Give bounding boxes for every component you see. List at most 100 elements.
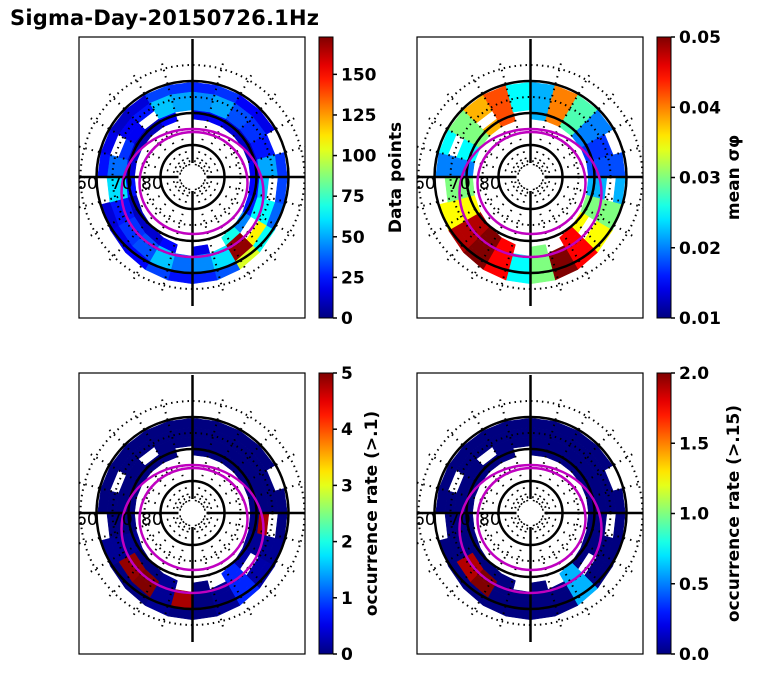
dotted-mlt-line bbox=[535, 186, 593, 283]
dotted-mlt-line bbox=[532, 59, 563, 166]
colorbar-tick-label: 25 bbox=[341, 268, 365, 288]
dotted-mlt-line bbox=[79, 515, 182, 545]
dotted-mlt-line bbox=[535, 407, 593, 504]
dotted-mlt-line bbox=[202, 182, 299, 239]
dotted-mlt-line bbox=[194, 395, 225, 502]
colorbar bbox=[318, 372, 334, 655]
colorbar bbox=[318, 36, 334, 319]
dotted-mlt-line bbox=[417, 481, 520, 511]
dotted-mlt-line bbox=[200, 520, 280, 600]
dotted-mlt-line bbox=[540, 451, 637, 508]
dotted-mlt-line bbox=[86, 182, 183, 239]
colorbar-tick-label: 2.0 bbox=[679, 364, 709, 384]
panel-frame bbox=[78, 36, 306, 319]
dotted-mlt-line bbox=[105, 520, 185, 600]
dotted-mlt-line bbox=[424, 115, 521, 172]
dotted-mlt-line bbox=[203, 481, 305, 511]
dotted-mlt-line bbox=[160, 524, 191, 631]
auroral-oval-outer bbox=[458, 127, 603, 259]
dotted-mlt-line bbox=[79, 145, 182, 175]
auroral-oval-inner bbox=[476, 130, 587, 236]
latitude-label: 60 bbox=[414, 510, 436, 530]
dotted-mlt-line bbox=[417, 515, 520, 545]
dotted-lat-circle bbox=[513, 496, 548, 530]
auroral-oval-inner bbox=[138, 130, 249, 236]
panel-plot-area: 60 70 80 bbox=[76, 375, 305, 642]
dotted-mlt-line bbox=[541, 481, 643, 511]
colorbar-tick-label: 0.5 bbox=[679, 575, 709, 595]
dotted-mlt-line bbox=[417, 145, 520, 175]
dotted-mlt-line bbox=[105, 426, 185, 506]
dotted-mlt-line bbox=[424, 518, 521, 575]
latitude-label: 60 bbox=[76, 510, 98, 530]
dotted-mlt-line bbox=[197, 522, 255, 619]
colorbar-tick-label: 1.0 bbox=[679, 505, 709, 525]
latitude-label: 60 bbox=[76, 174, 98, 194]
colorbar bbox=[656, 36, 672, 319]
dotted-mlt-line bbox=[202, 451, 299, 508]
latitude-label: 70 bbox=[449, 174, 471, 194]
dotted-mlt-line bbox=[468, 186, 526, 283]
dotted-mlt-line bbox=[203, 179, 305, 209]
dotted-mlt-line bbox=[540, 115, 637, 172]
colorbar-tick-label: 50 bbox=[341, 228, 365, 248]
dotted-mlt-line bbox=[130, 522, 188, 619]
auroral-oval-outer bbox=[120, 127, 265, 259]
dotted-mlt-line bbox=[200, 90, 280, 170]
dotted-mlt-line bbox=[498, 524, 529, 631]
dotted-mlt-line bbox=[538, 520, 618, 600]
latitude-label: 80 bbox=[141, 510, 163, 530]
colorbar-tick-label: 0.03 bbox=[679, 169, 721, 189]
colorbar-label: occurrence rate (>.15) bbox=[724, 405, 744, 622]
dotted-mlt-line bbox=[532, 524, 563, 631]
dotted-mlt-line bbox=[79, 179, 182, 209]
dotted-mlt-line bbox=[498, 59, 529, 166]
latitude-label: 80 bbox=[479, 510, 501, 530]
colorbar-tick-label: 3 bbox=[341, 476, 353, 496]
panel-frame bbox=[416, 372, 644, 655]
dotted-mlt-line bbox=[197, 186, 255, 283]
colorbar-tick-label: 0.05 bbox=[679, 28, 721, 48]
colorbar-tick-label: 0.01 bbox=[679, 309, 721, 329]
dotted-mlt-line bbox=[105, 90, 185, 170]
polar-panel-top-right: 60 70 80 0.01 0.02 0.03 0.04 0.05 mean σφ bbox=[416, 28, 744, 329]
colorbar-tick-label: 125 bbox=[341, 106, 377, 126]
panel-plot-area: 60 70 80 bbox=[417, 39, 643, 306]
colorbar-tick-label: 100 bbox=[341, 147, 377, 167]
dotted-mlt-line bbox=[194, 524, 225, 631]
dotted-mlt-line bbox=[86, 451, 183, 508]
latitude-label: 80 bbox=[479, 174, 501, 194]
dotted-mlt-line bbox=[535, 522, 593, 619]
dotted-mlt-line bbox=[532, 188, 563, 295]
dotted-mlt-line bbox=[541, 515, 643, 545]
dotted-mlt-line bbox=[468, 71, 526, 168]
dotted-mlt-line bbox=[541, 145, 643, 175]
dotted-mlt-line bbox=[202, 115, 299, 172]
colorbar-label: Data points bbox=[386, 122, 406, 233]
dotted-mlt-line bbox=[538, 90, 618, 170]
latitude-label: 70 bbox=[449, 510, 471, 530]
dotted-mlt-line bbox=[160, 59, 191, 166]
dotted-mlt-line bbox=[200, 184, 280, 264]
panel-plot-area: 60 70 80 bbox=[414, 375, 643, 642]
colorbar-tick-label: 0.04 bbox=[679, 98, 721, 118]
auroral-oval-outer bbox=[120, 463, 265, 595]
colorbar-tick-label: 0 bbox=[341, 309, 353, 329]
polar-panel-bottom-right: 60 70 80 0.0 0.5 1.0 1.5 2.0 occurrence rate (>.… bbox=[414, 364, 744, 665]
latitude-label: 70 bbox=[111, 174, 133, 194]
dotted-mlt-line bbox=[424, 182, 521, 239]
dotted-mlt-line bbox=[443, 520, 523, 600]
colorbar-tick-label: 5 bbox=[341, 364, 353, 384]
auroral-oval-inner bbox=[138, 466, 249, 572]
dotted-mlt-line bbox=[417, 179, 520, 209]
dotted-mlt-line bbox=[86, 518, 183, 575]
panel-plot-area: 60 70 80 bbox=[76, 39, 305, 306]
latitude-label: 70 bbox=[111, 510, 133, 530]
colorbar-tick-label: 0.0 bbox=[679, 645, 709, 665]
colorbar-label: mean σφ bbox=[724, 135, 744, 220]
dotted-mlt-line bbox=[79, 481, 182, 511]
colorbar-label: occurrence rate (>.1) bbox=[362, 411, 382, 616]
dotted-mlt-line bbox=[532, 395, 563, 502]
figure-title: Sigma-Day-20150726.1Hz bbox=[10, 6, 320, 30]
